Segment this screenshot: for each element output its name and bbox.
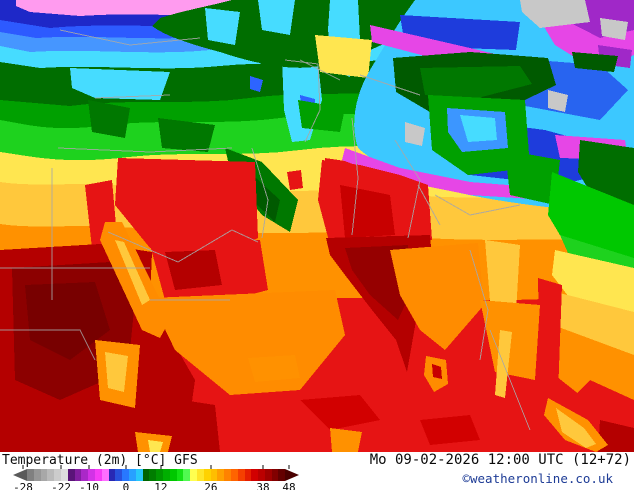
temperature-colorbar: -28 -22 -10 0 12 26 38 48 bbox=[13, 465, 299, 490]
legend-title: Temperature (2m) [°C] GFS bbox=[2, 453, 198, 468]
colorbar-right-arrow-icon bbox=[285, 469, 299, 481]
legend-footer: Temperature (2m) [°C] GFS Mo 09-02-2026 … bbox=[0, 452, 634, 490]
colorbar-left-arrow-icon bbox=[13, 469, 27, 481]
map-area bbox=[0, 0, 634, 452]
forecast-datetime: Mo 09-02-2026 12:00 UTC (12+72) bbox=[369, 452, 631, 468]
copyright-link[interactable]: ©weatheronline.co.uk bbox=[462, 471, 613, 486]
temperature-map-image bbox=[0, 0, 634, 452]
colorbar-segments bbox=[27, 469, 286, 481]
